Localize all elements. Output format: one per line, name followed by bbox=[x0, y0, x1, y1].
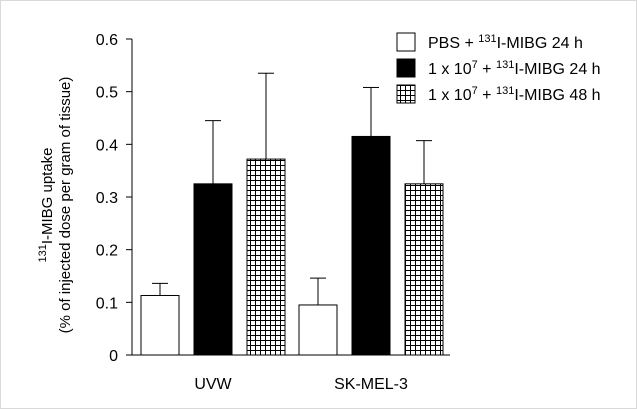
y-tick-label: 0.3 bbox=[96, 190, 118, 207]
legend-item-pbs: PBS + 131I-MIBG 24 h bbox=[396, 32, 583, 52]
x-tick-label: UVW bbox=[194, 376, 232, 393]
svg-text:PBS + 131I-MIBG 24 h: PBS + 131I-MIBG 24 h bbox=[428, 33, 583, 52]
legend: PBS + 131I-MIBG 24 h 1 x 107 + 131I-MIBG… bbox=[396, 32, 601, 104]
y-tick-label: 0.1 bbox=[96, 295, 118, 312]
svg-text:1 x 107 + 131I-MIBG 24 h: 1 x 107 + 131I-MIBG 24 h bbox=[428, 59, 601, 78]
y-tick-label: 0.4 bbox=[96, 137, 118, 154]
y-tick-label: 0.6 bbox=[96, 32, 118, 49]
y-tick-label: 0.2 bbox=[96, 243, 118, 260]
bar-dose-48h bbox=[404, 183, 444, 356]
svg-text:131I-MIBG uptake: 131I-MIBG uptake bbox=[37, 147, 56, 262]
bar-pbs bbox=[140, 294, 180, 356]
y-tick-label: 0.5 bbox=[96, 85, 118, 102]
bars-group bbox=[140, 135, 444, 356]
error-bars-group bbox=[152, 72, 432, 305]
legend-item-dose-48h: 1 x 107 + 131I-MIBG 48 h bbox=[396, 84, 601, 104]
legend-item-dose-24h: 1 x 107 + 131I-MIBG 24 h bbox=[396, 58, 601, 78]
bar-dose-24h bbox=[351, 135, 391, 356]
axes: 0 0.1 0.2 0.3 0.4 0.5 0.6 UVW SK-MEL-3 bbox=[96, 32, 450, 393]
bar-pbs bbox=[298, 304, 338, 356]
svg-text:(% of injected dose per gram o: (% of injected dose per gram of tissue) bbox=[57, 77, 74, 334]
svg-text:1 x 107 + 131I-MIBG 48 h: 1 x 107 + 131I-MIBG 48 h bbox=[428, 85, 601, 104]
y-tick-label: 0 bbox=[109, 348, 118, 365]
legend-swatch-pbs bbox=[396, 32, 416, 52]
x-tick-label: SK-MEL-3 bbox=[334, 376, 408, 393]
bar-dose-48h bbox=[246, 158, 286, 356]
legend-swatch-dose-24h bbox=[396, 58, 416, 78]
legend-swatch-dose-48h bbox=[396, 84, 416, 104]
y-axis-title: 131I-MIBG uptake (% of injected dose per… bbox=[37, 77, 74, 334]
bar-dose-24h bbox=[193, 183, 233, 356]
